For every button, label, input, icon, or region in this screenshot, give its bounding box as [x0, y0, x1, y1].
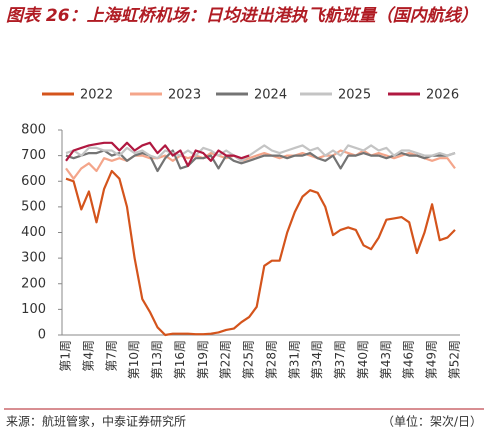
x-tick-label: 第28周: [264, 340, 278, 379]
y-tick-label: 0: [38, 328, 46, 343]
series-line: [65, 144, 456, 162]
x-tick-label: 第4周: [81, 340, 95, 372]
x-tick-label: 第10周: [127, 340, 141, 379]
y-tick-label: 700: [21, 148, 46, 163]
series-line: [65, 169, 456, 337]
series-line: [65, 141, 250, 167]
y-tick-label: 500: [21, 199, 46, 214]
legend-label: 2023: [168, 88, 201, 103]
x-tick-label: 第52周: [448, 340, 462, 379]
chart-title: 图表 26：上海虹桥机场：日均进出港执飞航班量（国内航线）: [6, 6, 478, 26]
x-tick-label: 第19周: [196, 340, 210, 379]
y-tick-label: 100: [21, 302, 46, 317]
x-tick-label: 第43周: [379, 340, 393, 379]
source: 来源：航班管家，中泰证券研究所: [6, 414, 186, 429]
legend-label: 2026: [426, 88, 459, 103]
x-tick-label: 第25周: [242, 340, 256, 379]
x-tick-label: 第13周: [150, 340, 164, 379]
x-tick-label: 第46周: [402, 340, 416, 379]
x-tick-label: 第7周: [104, 340, 118, 372]
y-tick-label: 400: [21, 225, 46, 240]
x-tick-label: 第49周: [425, 340, 439, 379]
x-tick-label: 第31周: [287, 340, 301, 379]
x-tick-label: 第37周: [333, 340, 347, 379]
y-tick-label: 800: [21, 123, 46, 138]
y-tick-label: 300: [21, 251, 46, 266]
y-tick-label: 200: [21, 276, 46, 291]
x-tick-label: 第40周: [356, 340, 370, 379]
legend-label: 2022: [80, 88, 113, 103]
x-tick-label: 第34周: [310, 340, 324, 379]
legend-label: 2025: [338, 88, 371, 103]
y-tick-label: 600: [21, 174, 46, 189]
unit: （单位：架次/日）: [382, 414, 482, 429]
series-line: [65, 149, 456, 173]
x-tick-label: 第16周: [173, 340, 187, 379]
x-tick-label: 第22周: [219, 340, 233, 379]
x-tick-label: 第1周: [59, 340, 73, 372]
legend-label: 2024: [254, 88, 287, 103]
